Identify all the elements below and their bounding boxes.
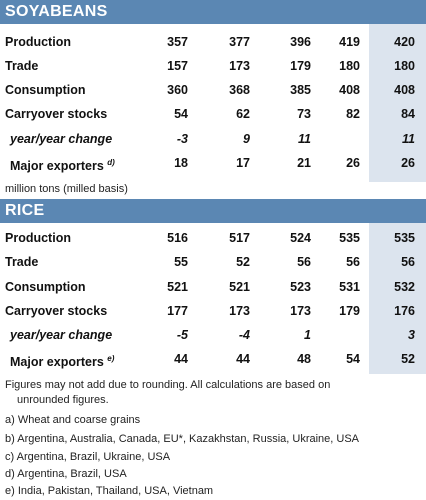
cell: 396 [290, 35, 311, 49]
cell: 84 [401, 107, 415, 121]
footnote-rounding: Figures may not add due to rounding. All… [5, 379, 331, 391]
row-label: Major exporters d) [10, 152, 115, 177]
cell: 517 [229, 231, 250, 245]
row-label: Production [5, 231, 71, 245]
cell: 3 [408, 328, 415, 342]
footnote-ref: e) [107, 354, 115, 363]
cell: 176 [394, 304, 415, 318]
cell: 531 [339, 280, 360, 294]
cell: 368 [229, 83, 250, 97]
cell: 9 [243, 132, 250, 146]
cell: 180 [394, 59, 415, 73]
cell: 357 [167, 35, 188, 49]
cell: 535 [339, 231, 360, 245]
cell: 173 [229, 59, 250, 73]
footnote-c: c) Argentina, Brazil, Ukraine, USA [5, 451, 171, 463]
unit-note: million tons (milled basis) [5, 183, 128, 195]
cell: 419 [339, 35, 360, 49]
cell: 73 [297, 107, 311, 121]
footnote-a: a) Wheat and coarse grains [5, 414, 141, 426]
cell: 11 [298, 132, 311, 146]
row-label: Production [5, 35, 71, 49]
cell: 52 [401, 352, 415, 366]
cell: 48 [297, 352, 311, 366]
footnote-e: e) India, Pakistan, Thailand, USA, Vietn… [5, 485, 214, 497]
footnote-d: d) Argentina, Brazil, USA [5, 468, 127, 480]
table-row: Trade 55 52 56 56 56 [0, 251, 426, 273]
row-label: Carryover stocks [5, 304, 108, 318]
table-row: Carryover stocks 54 62 73 82 84 [0, 103, 426, 125]
cell: 52 [236, 255, 250, 269]
cell: 54 [346, 352, 360, 366]
table-row: Production 357 377 396 419 420 [0, 31, 426, 53]
cell: 179 [339, 304, 360, 318]
table-row: Major exporters e) 44 44 48 54 52 [0, 348, 426, 370]
row-label: Consumption [5, 83, 86, 97]
cell: 408 [394, 83, 415, 97]
row-label: Carryover stocks [5, 107, 108, 121]
table-row: Consumption 521 521 523 531 532 [0, 276, 426, 298]
cell: 56 [297, 255, 311, 269]
cell: 82 [346, 107, 360, 121]
cell: 177 [167, 304, 188, 318]
cell: 360 [167, 83, 188, 97]
cell: 408 [339, 83, 360, 97]
cell: 532 [394, 280, 415, 294]
cell: 44 [174, 352, 188, 366]
cell: 18 [174, 156, 188, 170]
cell: 420 [394, 35, 415, 49]
cell: 56 [401, 255, 415, 269]
rice-header: RICE [0, 199, 426, 223]
cell: 524 [290, 231, 311, 245]
cell: 26 [401, 156, 415, 170]
cell: 180 [339, 59, 360, 73]
table-row: Major exporters d) 18 17 21 26 26 [0, 152, 426, 174]
row-label: Major exporters e) [10, 348, 114, 373]
row-label: Consumption [5, 280, 86, 294]
cell: 56 [346, 255, 360, 269]
cell: 535 [394, 231, 415, 245]
cell: -4 [238, 328, 250, 342]
cell: 173 [290, 304, 311, 318]
cell: -3 [176, 132, 188, 146]
cell: 17 [236, 156, 250, 170]
cell: 516 [167, 231, 188, 245]
cell: 385 [290, 83, 311, 97]
table-row: Consumption 360 368 385 408 408 [0, 79, 426, 101]
row-label: Trade [5, 255, 39, 269]
cell: 62 [236, 107, 250, 121]
soybeans-header: SOYABEANS [0, 0, 426, 24]
cell: 26 [346, 156, 360, 170]
row-label: Trade [5, 59, 39, 73]
cell: 173 [229, 304, 250, 318]
footnote-b: b) Argentina, Australia, Canada, EU*, Ka… [5, 433, 360, 445]
table-row: Production 516 517 524 535 535 [0, 227, 426, 249]
cell: 21 [297, 156, 311, 170]
row-label: year/year change [10, 132, 113, 146]
table-row: year/year change -3 9 11 11 [0, 128, 426, 150]
table-row: Trade 157 173 179 180 180 [0, 55, 426, 77]
cell: 1 [304, 328, 311, 342]
cell: 523 [290, 280, 311, 294]
table-row: year/year change -5 -4 1 3 [0, 324, 426, 346]
row-label: year/year change [10, 328, 113, 342]
cell: 157 [167, 59, 188, 73]
footnote-ref: d) [107, 158, 115, 167]
cell: 377 [229, 35, 250, 49]
soybeans-projection-shade [369, 24, 426, 182]
row-label-text: Major exporters [10, 159, 104, 174]
cell: -5 [176, 328, 188, 342]
cell: 44 [236, 352, 250, 366]
cell: 54 [174, 107, 188, 121]
cell: 179 [290, 59, 311, 73]
cell: 521 [167, 280, 188, 294]
row-label-text: Major exporters [10, 355, 104, 370]
cell: 55 [174, 255, 188, 269]
table-row: Carryover stocks 177 173 173 179 176 [0, 300, 426, 322]
rice-projection-shade [369, 223, 426, 374]
cell: 11 [402, 132, 415, 146]
footnote-rounding-cont: unrounded figures. [17, 394, 109, 406]
cell: 521 [229, 280, 250, 294]
